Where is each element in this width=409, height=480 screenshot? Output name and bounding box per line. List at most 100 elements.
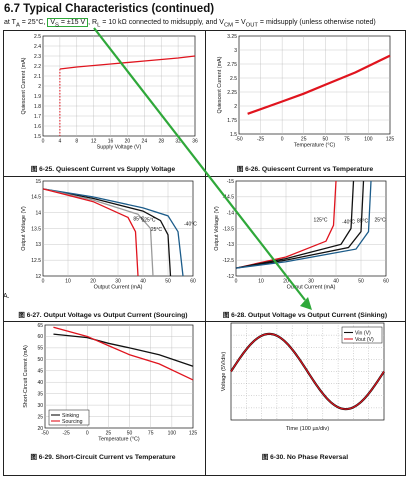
chart5-ytick: 65 bbox=[37, 323, 43, 329]
chart3-curve-label: -40°C bbox=[184, 222, 197, 228]
caption-f25-text: Quiescent Current vs Supply Voltage bbox=[55, 166, 176, 173]
chart5-xtick: 50 bbox=[127, 431, 133, 437]
chart6-series-2 bbox=[230, 333, 385, 410]
chart5-ytick: 25 bbox=[37, 414, 43, 420]
chart5-legend-label: Sourcing bbox=[62, 419, 83, 425]
chart4-ytick: -13 bbox=[227, 242, 234, 248]
chart4-xtick: 40 bbox=[333, 279, 339, 285]
caption-f28: 图 6-28. Output Voltage vs Output Current… bbox=[206, 309, 404, 319]
chart3-ytick: 13 bbox=[35, 242, 41, 248]
chart1-xtick: 8 bbox=[75, 139, 78, 145]
chart3-xtick: 10 bbox=[65, 279, 71, 285]
chart1-xtick: 32 bbox=[175, 139, 181, 145]
chart2-ytick: 3 bbox=[234, 48, 237, 54]
chart3-ytick: 15 bbox=[35, 179, 41, 185]
chart3-ytick: 12.5 bbox=[31, 258, 41, 264]
chart4-ytick: -14.5 bbox=[223, 195, 235, 201]
chart2-xtick: 100 bbox=[364, 137, 373, 143]
chart5-legend-label: Sinking bbox=[62, 413, 79, 419]
cond-text-2: = 25°C, bbox=[19, 19, 48, 26]
chart5-xtick: -50 bbox=[41, 431, 48, 437]
chart2-ylabel: Quiescent Current (mA) bbox=[217, 56, 223, 113]
chart5-series-1 bbox=[53, 333, 194, 367]
chart3-curve-label: 25°C bbox=[151, 227, 163, 233]
cond-sub-l: L bbox=[97, 22, 101, 29]
caption-f26: 图 6-26. Quiescent Current vs Temperature bbox=[206, 163, 404, 173]
chart4-curve-label: 85°C bbox=[357, 219, 369, 225]
chart5-ytick: 60 bbox=[37, 334, 43, 340]
chart3-ytick: 14.5 bbox=[31, 195, 41, 201]
caption-f25-num: 图 6-25. bbox=[30, 166, 54, 173]
caption-f30: 图 6-30. No Phase Reversal bbox=[206, 451, 404, 461]
caption-f27-num: 图 6-27. bbox=[18, 312, 42, 319]
chart4-curve-label: 25°C bbox=[375, 218, 387, 224]
chart5-xtick: -25 bbox=[63, 431, 70, 437]
chart5-xtick: 0 bbox=[86, 431, 89, 437]
cond-sub-a: A bbox=[15, 22, 20, 29]
chart2-xlabel: Temperature (°C) bbox=[294, 143, 336, 149]
chart4-curve-label: 125°C bbox=[314, 217, 328, 223]
chart1-xtick: 36 bbox=[192, 139, 198, 145]
chart5-ytick: 35 bbox=[37, 391, 43, 397]
chart3-curve-label: 125°C bbox=[142, 218, 156, 224]
grid-divider-row2 bbox=[4, 321, 405, 322]
chart4-ytick: -13.5 bbox=[223, 226, 235, 232]
cond-sub-s: S bbox=[55, 22, 59, 29]
chart2-ytick: 2 bbox=[234, 104, 237, 110]
cond-vs-value: = ±15 V bbox=[58, 19, 86, 26]
chart5-ytick: 20 bbox=[37, 426, 43, 432]
chart4-xtick: 50 bbox=[358, 279, 364, 285]
chart1-ytick: 1.8 bbox=[34, 104, 41, 110]
chart6-xlabel: Time (100 µs/div) bbox=[286, 426, 329, 432]
chart4-ytick: -12.5 bbox=[223, 258, 235, 264]
chart1-ytick: 1.6 bbox=[34, 124, 41, 130]
cond-sub-cm: CM bbox=[223, 22, 234, 29]
chart3-ytick: 13.5 bbox=[31, 226, 41, 232]
chart5-xtick: 100 bbox=[168, 431, 177, 437]
caption-f27-text: Output Voltage vs Output Current (Sourci… bbox=[43, 312, 188, 319]
chart2-ytick: 3.25 bbox=[227, 34, 237, 40]
caption-f29-num: 图 6-29. bbox=[30, 454, 54, 461]
chart5-series-2 bbox=[53, 326, 194, 381]
chart3-ylabel: Output Voltage (V) bbox=[21, 206, 27, 251]
chart3-xtick: 20 bbox=[90, 279, 96, 285]
chart1-ytick: 2.5 bbox=[34, 34, 41, 40]
chart2-frame bbox=[238, 35, 391, 135]
chart4-curve-label: -40°C bbox=[342, 220, 355, 226]
supply-highlight: VS = ±15 V bbox=[47, 18, 89, 29]
test-conditions: at TA = 25°C, VS = ±15 V, RL = 10 kΩ con… bbox=[4, 18, 376, 29]
cond-text-5: = V bbox=[233, 19, 246, 26]
caption-f27: 图 6-27. Output Voltage vs Output Current… bbox=[4, 309, 202, 319]
chart5-xtick: 125 bbox=[189, 431, 198, 437]
chart3-ytick: 14 bbox=[35, 210, 41, 216]
chart2-xtick: 0 bbox=[281, 137, 284, 143]
chart2-xtick: 125 bbox=[386, 137, 395, 143]
chart3-xtick: 60 bbox=[190, 279, 196, 285]
chart2-ytick: 1.75 bbox=[227, 118, 237, 124]
chart2-xtick: 75 bbox=[344, 137, 350, 143]
caption-f26-text: Quiescent Current vs Temperature bbox=[261, 166, 374, 173]
cond-sub-out: OUT bbox=[245, 22, 258, 29]
chart4-ytick: -14 bbox=[227, 210, 234, 216]
chart1-ytick: 1.9 bbox=[34, 94, 41, 100]
chart1-ytick: 2.2 bbox=[34, 64, 41, 70]
chart2-ytick: 1.5 bbox=[230, 132, 237, 138]
chart4-xtick: 0 bbox=[235, 279, 238, 285]
chart6-ylabel: Voltage (5V/div) bbox=[221, 352, 227, 392]
caption-f29: 图 6-29. Short-Circuit Current vs Tempera… bbox=[4, 451, 202, 461]
chart1-xtick: 28 bbox=[158, 139, 164, 145]
chart4-ylabel: Output Voltage (V) bbox=[214, 206, 220, 251]
chart5-ytick: 50 bbox=[37, 357, 43, 363]
chart5-ylabel: Short-Circuit Current (mA) bbox=[23, 345, 29, 408]
chart1-ytick: 1.7 bbox=[34, 114, 41, 120]
chart4-xtick: 60 bbox=[383, 279, 389, 285]
chart1-ylabel: Quiescent Current (mA) bbox=[21, 57, 27, 114]
chart1-xtick: 24 bbox=[142, 139, 148, 145]
chart5-ytick: 40 bbox=[37, 380, 43, 386]
chart1-ytick: 2.3 bbox=[34, 54, 41, 60]
chart1-ytick: 2.4 bbox=[34, 44, 41, 50]
chart5-ytick: 45 bbox=[37, 369, 43, 375]
chart2-ytick: 2.5 bbox=[230, 76, 237, 82]
section-title: 6.7 Typical Characteristics (continued) bbox=[4, 3, 215, 15]
chart1-xtick: 4 bbox=[58, 139, 61, 145]
